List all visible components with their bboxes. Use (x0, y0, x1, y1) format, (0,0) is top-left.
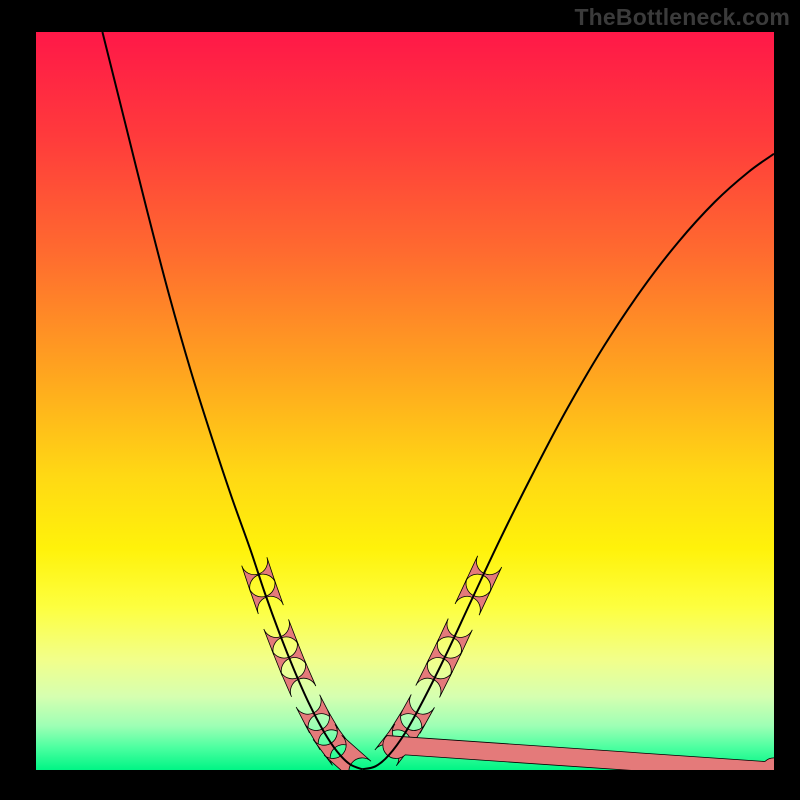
plot-area (36, 32, 774, 770)
plot-svg (36, 32, 774, 770)
watermark-text: TheBottleneck.com (574, 4, 790, 31)
gradient-background (36, 32, 774, 770)
chart-frame: TheBottleneck.com (0, 0, 800, 800)
